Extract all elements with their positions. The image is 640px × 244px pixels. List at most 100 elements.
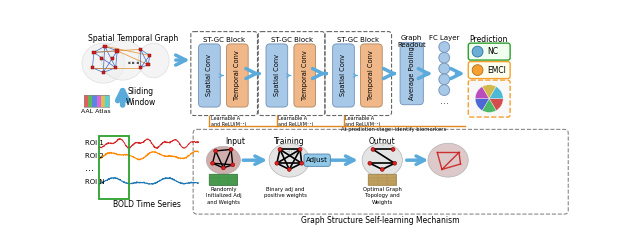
Text: ...: ...	[127, 54, 141, 67]
Circle shape	[439, 41, 450, 52]
Bar	[91, 66, 94, 70]
Text: ST-GC Block: ST-GC Block	[337, 37, 380, 43]
Text: ROI N: ROI N	[85, 179, 105, 185]
Text: BOLD Time Series: BOLD Time Series	[113, 201, 181, 209]
Text: Adjust: Adjust	[306, 157, 328, 163]
Text: Average Pooling: Average Pooling	[409, 47, 415, 101]
Circle shape	[439, 74, 450, 85]
Bar	[114, 66, 117, 70]
Text: Spatial Temporal Graph: Spatial Temporal Graph	[88, 34, 178, 43]
Ellipse shape	[206, 146, 241, 174]
Text: ST-GC Block: ST-GC Block	[203, 37, 245, 43]
Bar	[368, 174, 396, 185]
Bar	[139, 48, 142, 51]
Circle shape	[229, 147, 233, 151]
Text: Optimal Graph
Topology and
Weights: Optimal Graph Topology and Weights	[363, 187, 402, 204]
Wedge shape	[489, 99, 503, 111]
Text: Learnable A
and ReLU(M⁻¹): Learnable A and ReLU(M⁻¹)	[211, 116, 246, 127]
Ellipse shape	[362, 143, 403, 177]
Text: Temporal Conv: Temporal Conv	[301, 51, 308, 100]
Bar	[111, 57, 115, 60]
Ellipse shape	[101, 40, 144, 80]
FancyBboxPatch shape	[198, 44, 220, 107]
Circle shape	[214, 149, 218, 153]
Text: Input: Input	[225, 137, 245, 146]
Text: ...: ...	[85, 163, 95, 173]
Text: Graph
Readout: Graph Readout	[397, 35, 426, 49]
FancyBboxPatch shape	[468, 62, 510, 79]
Circle shape	[439, 52, 450, 63]
Bar	[84, 95, 88, 107]
Circle shape	[439, 63, 450, 74]
Wedge shape	[476, 99, 489, 111]
Bar	[88, 95, 92, 107]
Text: At prediction stage: identify biomarkers: At prediction stage: identify biomarkers	[341, 127, 447, 132]
Bar	[92, 95, 97, 107]
Circle shape	[300, 161, 303, 165]
Wedge shape	[482, 99, 496, 112]
Bar	[92, 51, 95, 54]
Bar	[100, 57, 104, 60]
Text: AAL Atlas: AAL Atlas	[81, 109, 111, 114]
Bar	[105, 95, 109, 107]
FancyBboxPatch shape	[468, 43, 510, 60]
FancyBboxPatch shape	[400, 42, 423, 105]
Ellipse shape	[428, 143, 468, 177]
Bar	[139, 66, 142, 70]
Text: Spatial Conv: Spatial Conv	[207, 54, 212, 96]
Bar	[148, 54, 152, 57]
Circle shape	[287, 167, 291, 171]
FancyBboxPatch shape	[227, 44, 248, 107]
Circle shape	[221, 166, 225, 170]
Bar	[209, 174, 237, 185]
Bar	[99, 135, 129, 199]
Bar	[97, 95, 101, 107]
Text: Sliding
Window: Sliding Window	[125, 87, 156, 107]
Bar	[102, 71, 105, 74]
FancyBboxPatch shape	[266, 44, 288, 107]
Ellipse shape	[269, 143, 309, 177]
Circle shape	[391, 147, 395, 151]
Text: Spatial Conv: Spatial Conv	[274, 54, 280, 96]
Text: NC: NC	[488, 47, 499, 56]
Text: ST-GC Block: ST-GC Block	[271, 37, 312, 43]
Wedge shape	[476, 87, 489, 99]
Circle shape	[275, 161, 279, 165]
Wedge shape	[482, 85, 496, 99]
Circle shape	[368, 161, 372, 165]
Circle shape	[278, 147, 282, 151]
FancyBboxPatch shape	[360, 44, 382, 107]
Ellipse shape	[138, 43, 169, 78]
Circle shape	[472, 65, 483, 75]
FancyBboxPatch shape	[304, 154, 330, 166]
Text: FC Layer: FC Layer	[429, 35, 460, 41]
Circle shape	[380, 167, 384, 171]
Bar	[147, 63, 150, 66]
Text: Prediction: Prediction	[469, 35, 508, 44]
Circle shape	[393, 161, 397, 165]
Text: Graph Structure Self-learning Mechanism: Graph Structure Self-learning Mechanism	[301, 216, 460, 225]
Circle shape	[439, 85, 450, 95]
Text: EMCI: EMCI	[488, 66, 506, 75]
Bar	[84, 95, 109, 107]
Text: Temporal Conv: Temporal Conv	[369, 51, 374, 100]
Text: Learnable A
and ReLU(M⁻¹): Learnable A and ReLU(M⁻¹)	[345, 116, 380, 127]
Bar	[101, 95, 105, 107]
Circle shape	[472, 46, 483, 57]
Text: Binary adj and
positive weights: Binary adj and positive weights	[264, 187, 307, 198]
FancyBboxPatch shape	[333, 44, 355, 107]
Ellipse shape	[82, 43, 125, 83]
Circle shape	[231, 163, 235, 167]
Text: Randomly
Initialized Adj
and Weights: Randomly Initialized Adj and Weights	[205, 187, 241, 204]
Text: Output: Output	[369, 137, 396, 146]
Text: ...: ...	[440, 96, 449, 106]
Text: Training
Stage: Training Stage	[274, 137, 305, 156]
Text: ROI 1: ROI 1	[85, 140, 104, 146]
Circle shape	[371, 147, 375, 151]
Circle shape	[211, 161, 214, 165]
Circle shape	[298, 147, 302, 151]
Text: ROI 2: ROI 2	[85, 152, 104, 159]
Bar	[115, 49, 119, 52]
FancyBboxPatch shape	[294, 44, 316, 107]
Bar	[103, 44, 106, 48]
